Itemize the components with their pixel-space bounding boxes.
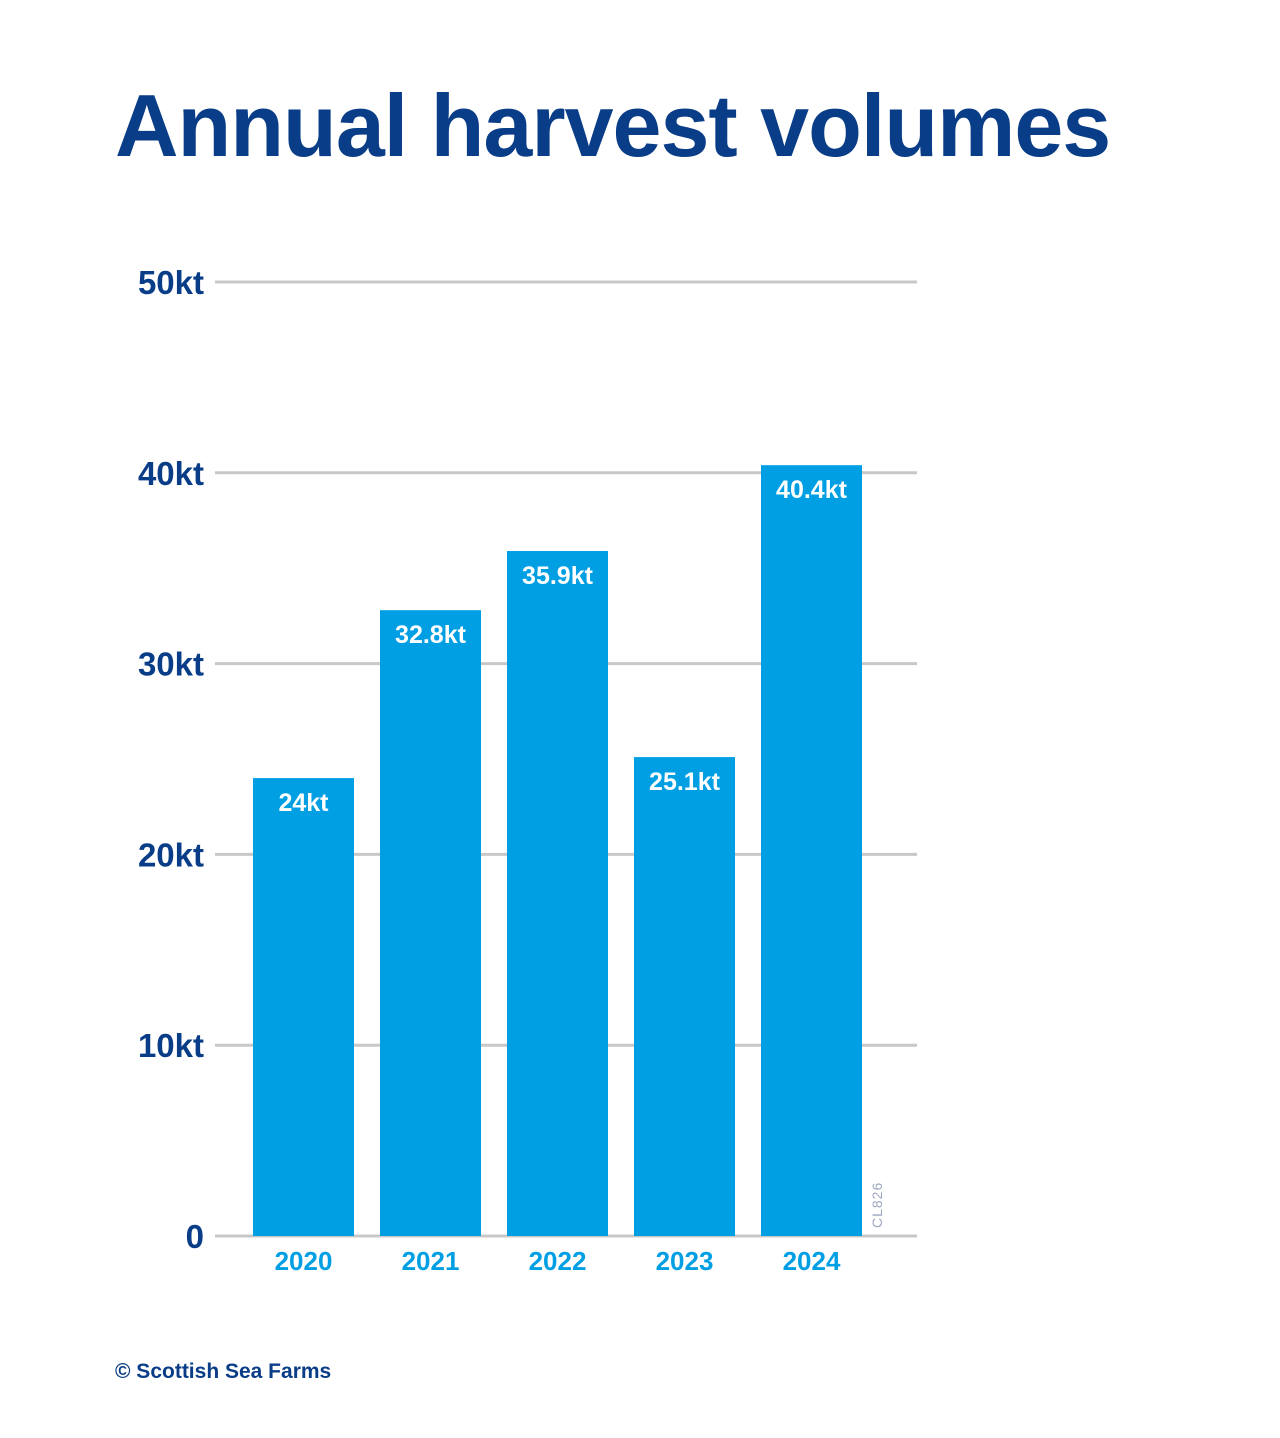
y-axis-labels: 0 10kt 20kt 30kt 40kt 50kt <box>138 264 204 1255</box>
data-label: 40.4kt <box>776 476 848 504</box>
bars <box>253 465 862 1237</box>
x-tick-label: 2024 <box>783 1246 841 1276</box>
bar-2020 <box>253 778 354 1236</box>
copyright-notice: © Scottish Sea Farms <box>115 1360 332 1383</box>
bar-2021 <box>380 610 481 1236</box>
y-tick-label: 40kt <box>138 455 204 492</box>
data-label: 32.8kt <box>395 621 467 649</box>
x-tick-label: 2022 <box>529 1246 587 1276</box>
bar-2023 <box>634 757 735 1236</box>
chart-code: CL826 <box>869 1182 885 1228</box>
x-axis-labels: 2020 2021 2022 2023 2024 <box>275 1246 841 1276</box>
y-tick-label: 50kt <box>138 264 204 301</box>
y-tick-label: 10kt <box>138 1027 204 1064</box>
bar-2022 <box>507 551 608 1236</box>
x-tick-label: 2020 <box>275 1246 333 1276</box>
data-label: 35.9kt <box>522 562 594 590</box>
data-label: 25.1kt <box>649 768 721 796</box>
y-tick-label: 0 <box>186 1218 204 1255</box>
x-tick-label: 2023 <box>656 1246 714 1276</box>
data-label: 24kt <box>278 789 329 817</box>
y-tick-label: 30kt <box>138 646 204 683</box>
data-labels: 24kt 32.8kt 35.9kt 25.1kt 40.4kt <box>278 476 847 817</box>
y-tick-label: 20kt <box>138 836 204 873</box>
bar-2024 <box>761 465 862 1237</box>
x-tick-label: 2021 <box>402 1246 460 1276</box>
chart-title: Annual harvest volumes <box>115 76 1111 175</box>
